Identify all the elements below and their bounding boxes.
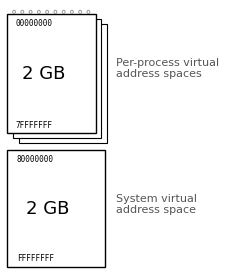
- Text: 2 GB: 2 GB: [26, 200, 70, 217]
- Text: address spaces: address spaces: [116, 69, 202, 79]
- Text: 7FFFFFFF: 7FFFFFFF: [16, 121, 53, 130]
- Bar: [19, 24, 107, 143]
- Text: address space: address space: [116, 205, 196, 215]
- Bar: [7, 150, 105, 267]
- Bar: [13, 19, 101, 138]
- Text: Per-process virtual: Per-process virtual: [116, 58, 220, 68]
- Text: 2 GB: 2 GB: [23, 65, 66, 83]
- Bar: [7, 14, 96, 133]
- Text: FFFFFFFF: FFFFFFFF: [17, 254, 54, 263]
- Text: System virtual: System virtual: [116, 194, 198, 204]
- Text: 00000000: 00000000: [16, 19, 53, 28]
- Text: 80000000: 80000000: [17, 155, 54, 164]
